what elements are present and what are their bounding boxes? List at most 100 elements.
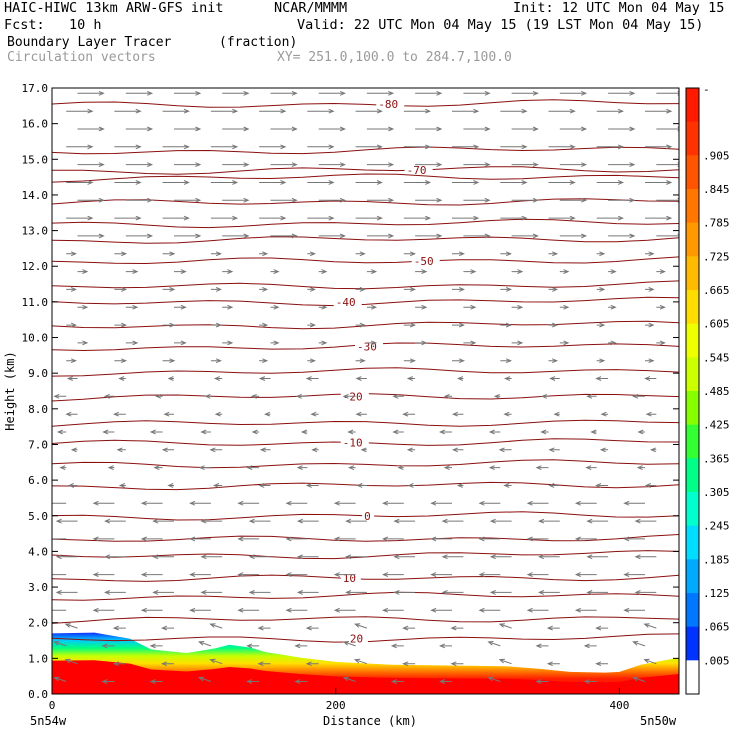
wind-vector: [66, 108, 94, 114]
y-tick-label: 16.0: [22, 118, 49, 131]
isotherm-line: [52, 459, 679, 469]
wind-vector: [430, 500, 452, 506]
wind-vector: [403, 322, 416, 328]
wind-vector: [345, 554, 367, 560]
wind-vector: [397, 465, 404, 471]
y-tick-label: 5.0: [28, 510, 48, 523]
wind-vector: [538, 518, 560, 524]
wind-vector: [222, 304, 234, 310]
wind-vector: [500, 251, 512, 257]
isotherm-label: -40: [336, 296, 356, 309]
isotherm-label: -70: [407, 164, 427, 177]
wind-vector: [538, 554, 560, 560]
wind-vector: [415, 269, 428, 274]
y-tick-label: 14.0: [22, 189, 49, 202]
wind-vector: [645, 215, 673, 221]
wind-vector: [548, 180, 576, 185]
wind-vector: [210, 287, 222, 292]
wind-vector: [174, 304, 187, 310]
wind-vector: [608, 90, 636, 96]
colorbar-swatch: [686, 458, 699, 493]
tracer-core: [52, 660, 679, 694]
wind-vector: [366, 197, 395, 203]
field-name: Boundary Layer Tracer: [7, 35, 172, 50]
wind-vector: [608, 340, 617, 346]
wind-vector: [114, 108, 142, 114]
wind-vector: [114, 322, 128, 328]
wind-vector: [643, 623, 657, 629]
colorbar-swatch: [686, 660, 699, 695]
wind-vector: [174, 269, 187, 274]
wind-vector: [392, 429, 404, 435]
wind-vector: [318, 233, 346, 239]
wind-vector: [77, 90, 105, 96]
wind-vector: [213, 376, 223, 381]
wind-vector: [259, 287, 269, 292]
wind-vector: [415, 197, 443, 203]
wind-vector: [463, 269, 477, 274]
wind-vector: [204, 393, 211, 399]
wind-vector: [311, 447, 319, 453]
wind-vector: [140, 500, 163, 506]
wind-vector: [443, 393, 452, 399]
wind-vector: [307, 215, 335, 221]
wind-vector: [583, 679, 597, 684]
wind-vector: [318, 304, 328, 310]
wind-vector: [366, 126, 395, 132]
wind-vector: [318, 126, 346, 132]
wind-vector: [441, 590, 464, 595]
wind-vector: [488, 429, 501, 435]
y-tick-label: 17.0: [22, 82, 49, 95]
colorbar-label: .905: [703, 149, 730, 162]
colorbar-swatch: [686, 256, 699, 291]
colorbar-label: .665: [703, 284, 730, 297]
isotherm-line: [52, 280, 679, 290]
wind-vector: [608, 304, 617, 310]
wind-vector: [511, 304, 524, 310]
isotherm-label-bg: [411, 254, 440, 267]
isotherm-label-bg: [347, 632, 368, 645]
wind-vector: [347, 429, 356, 435]
wind-vector: [152, 590, 174, 595]
wind-vector: [259, 144, 287, 150]
wind-vector: [656, 233, 679, 239]
wind-vector: [439, 643, 452, 649]
wind-vector: [161, 625, 174, 631]
wind-vector: [174, 340, 187, 346]
wind-vector: [366, 269, 378, 274]
isotherm-line: [52, 367, 679, 377]
wind-vector: [656, 340, 666, 346]
wind-vector: [345, 518, 367, 524]
wind-vector: [55, 554, 78, 560]
wind-vector: [55, 518, 78, 524]
wind-vector: [64, 623, 78, 629]
wind-vector: [125, 233, 154, 239]
wind-vector: [237, 536, 260, 542]
wind-vector: [452, 358, 466, 364]
wind-vector: [140, 607, 163, 613]
wind-vector: [366, 162, 395, 168]
wind-vector: [590, 429, 597, 435]
wind-vector: [167, 483, 174, 488]
wind-vector: [107, 465, 115, 471]
wind-vector: [125, 162, 154, 168]
y-tick-label: 4.0: [28, 545, 48, 558]
isotherm-line: [52, 236, 679, 244]
wind-vector: [355, 287, 366, 292]
wind-vector: [162, 287, 176, 292]
wind-vector: [500, 108, 528, 114]
wind-vector: [415, 304, 428, 310]
wind-vector: [355, 411, 367, 417]
wind-vector: [393, 590, 416, 595]
wind-vector: [333, 572, 356, 577]
wind-vector: [645, 322, 655, 328]
wind-vector: [535, 465, 549, 471]
wind-vector: [53, 393, 67, 399]
wind-vector: [596, 144, 624, 150]
wind-vector: [213, 483, 223, 488]
wind-vector: [198, 465, 211, 471]
wind-vector: [307, 251, 316, 257]
wind-vector: [197, 641, 212, 647]
wind-vector: [645, 358, 655, 364]
wind-vector: [152, 518, 174, 524]
